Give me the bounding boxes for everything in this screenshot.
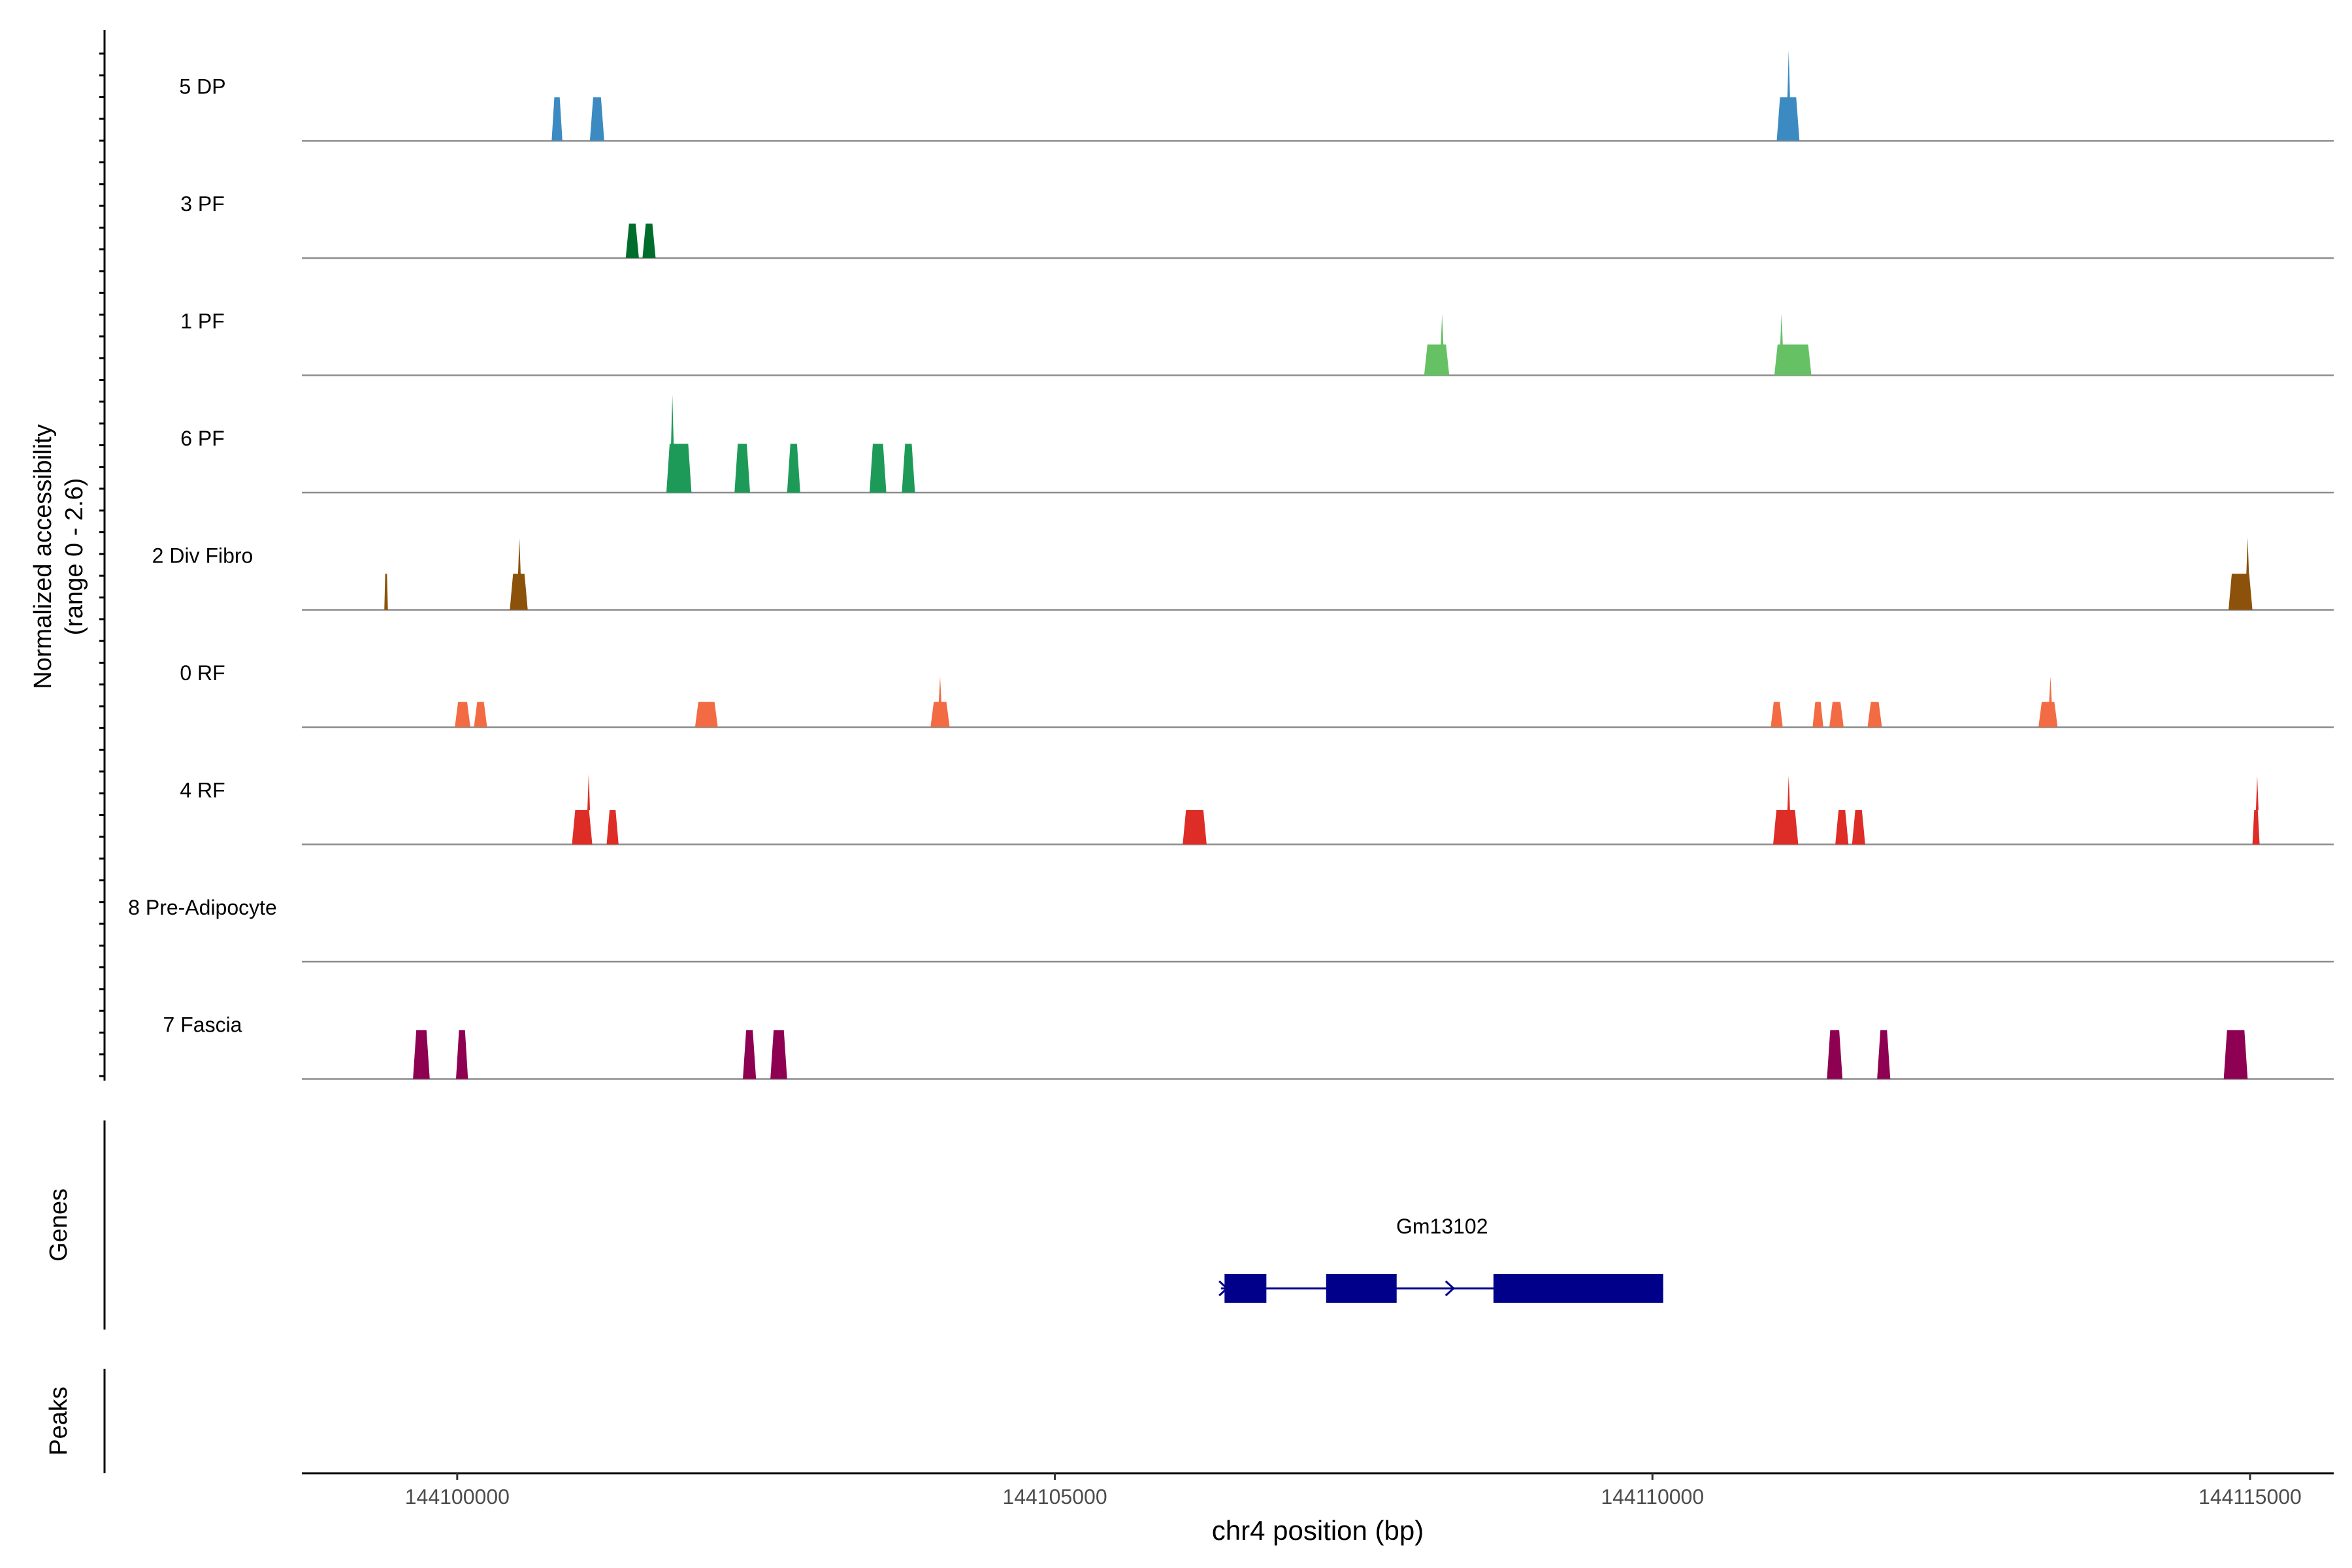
coverage-peak [1183, 809, 1207, 845]
track-5: 2 Div Fibro [152, 537, 2334, 611]
x-axis-tick-label: 144100000 [405, 1485, 510, 1509]
x-axis: 144100000 144105000 144110000 144115000 chr… [302, 1472, 2334, 1546]
coverage-peak [2223, 1030, 2248, 1079]
coverage-peak [625, 223, 639, 258]
track-4: 6 PF [180, 395, 2334, 494]
track-6: 0 RF [180, 661, 2334, 728]
coverage-peak [572, 774, 593, 845]
coverage-peak [666, 395, 692, 493]
track-label: 8 Pre-Adipocyte [128, 896, 277, 919]
coverage-peak [1867, 702, 1882, 727]
coverage-peak [1852, 809, 1865, 845]
x-axis-tick-label: 144115000 [2198, 1485, 2302, 1509]
coverage-peak [413, 1030, 430, 1079]
coverage-peak [869, 444, 887, 493]
gene-exon [1224, 1274, 1267, 1303]
coverage-peak [1424, 314, 1450, 376]
coverage-peak [2038, 676, 2058, 727]
track-label: 3 PF [180, 192, 225, 216]
coverage-peak [510, 537, 528, 610]
track-label: 0 RF [180, 661, 225, 685]
coverage-peak [1827, 1030, 1843, 1079]
gene-track: Gm13102 [1218, 1215, 1663, 1303]
track-label: 4 RF [180, 779, 225, 802]
y-axis-ticks [99, 52, 105, 1077]
genes-panel: Genes Gm13102 [45, 1120, 1663, 1330]
coverage-peak [902, 444, 915, 493]
x-axis-tick-label: 144110000 [1601, 1485, 1704, 1509]
coverage-peak [474, 702, 487, 727]
track-2: 3 PF [180, 192, 2334, 259]
x-axis-ticks: 144100000 144105000 144110000 144115000 [405, 1473, 2302, 1509]
coverage-peak [1776, 50, 1800, 141]
coverage-peak [642, 223, 656, 258]
genes-panel-label: Genes [45, 1188, 73, 1262]
coverage-peak [770, 1030, 787, 1079]
coverage-peak [1774, 314, 1812, 376]
track-3: 1 PF [180, 310, 2334, 376]
coverage-peak [1773, 776, 1799, 845]
coverage-peak [384, 574, 388, 610]
coverage-peak [455, 1030, 468, 1079]
coverage-peak [455, 702, 470, 727]
x-axis-tick-label: 144105000 [1002, 1485, 1107, 1509]
coverage-peak [734, 444, 751, 493]
coverage-peak [694, 702, 718, 727]
coverage-peak [1829, 702, 1844, 727]
gene-exon [1326, 1274, 1397, 1303]
strand-arrow [1218, 1280, 1229, 1297]
coverage-peak [1835, 809, 1849, 845]
coverage-peak [1771, 702, 1783, 727]
coverage-tracks: 5 DP 3 PF 1 PF 6 PF 2 Div Fibro 0 RF 4 RF 8 Pre… [128, 50, 2334, 1080]
coverage-peak [589, 97, 604, 141]
coverage-peak [2252, 776, 2260, 845]
track-8: 8 Pre-Adipocyte [128, 896, 2334, 963]
track-7: 4 RF [180, 774, 2334, 845]
coverage-peak [1877, 1030, 1891, 1079]
track-label: 5 DP [179, 75, 225, 99]
y-axis-label-line1: Normalized accessibility [29, 424, 57, 689]
track-label: 7 Fascia [163, 1013, 242, 1037]
track-label: 2 Div Fibro [152, 544, 253, 568]
x-axis-title: chr4 position (bp) [1212, 1515, 1424, 1546]
peaks-panel-label: Peaks [45, 1386, 73, 1456]
track-label: 1 PF [180, 310, 225, 333]
coverage-peak [551, 97, 563, 141]
track-9: 7 Fascia [163, 1013, 2334, 1080]
gene-exon [1493, 1274, 1663, 1303]
strand-arrow [1445, 1280, 1456, 1297]
y-axis-coverage: Normalized accessibility (range 0 - 2.6) [29, 30, 106, 1081]
coverage-peak [1812, 702, 1823, 727]
track-1: 5 DP [179, 50, 2334, 142]
track-label: 6 PF [180, 427, 225, 450]
gene-label: Gm13102 [1396, 1215, 1488, 1238]
coverage-peak [2229, 537, 2253, 610]
coverage-peak [743, 1030, 757, 1079]
coverage-peak [606, 809, 619, 845]
coverage-peak [930, 676, 950, 727]
y-axis-label-line2: (range 0 - 2.6) [61, 478, 88, 636]
coverage-peak [787, 444, 800, 493]
peaks-panel: Peaks [45, 1369, 106, 1473]
